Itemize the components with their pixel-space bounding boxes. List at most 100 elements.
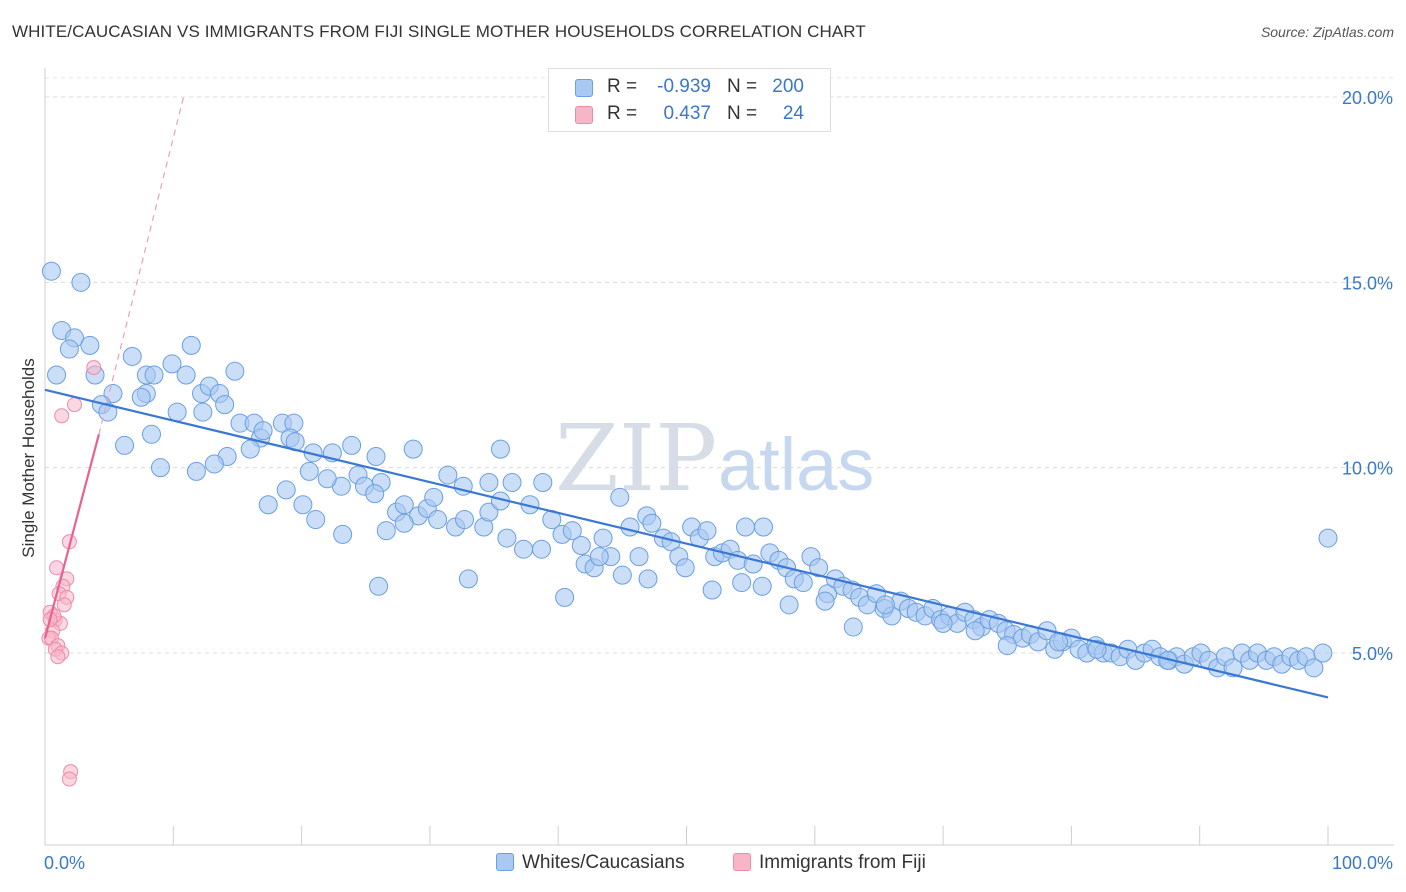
data-point bbox=[342, 435, 362, 455]
legend-n-value: 200 bbox=[772, 76, 804, 97]
legend-r-label: R = bbox=[607, 76, 638, 97]
data-point bbox=[276, 480, 296, 500]
data-point bbox=[144, 365, 164, 385]
data-point bbox=[555, 587, 575, 607]
data-point bbox=[752, 576, 772, 596]
trend-lines bbox=[43, 96, 1329, 699]
data-point bbox=[933, 613, 953, 633]
data-point bbox=[293, 495, 313, 515]
data-point bbox=[965, 621, 985, 641]
data-point bbox=[809, 558, 829, 578]
data-point bbox=[365, 484, 385, 504]
data-point bbox=[98, 402, 118, 422]
data-point bbox=[702, 580, 722, 600]
data-point bbox=[50, 649, 66, 665]
data-point bbox=[131, 387, 151, 407]
data-point bbox=[240, 439, 260, 459]
correlation-legend: R = -0.939 N = 200 R = 0.437 N = 24 bbox=[548, 68, 831, 132]
data-point bbox=[875, 595, 895, 615]
data-point bbox=[54, 408, 70, 424]
data-point bbox=[843, 617, 863, 637]
data-point bbox=[533, 472, 553, 492]
data-point bbox=[376, 521, 396, 541]
legend-n-value: 24 bbox=[782, 103, 804, 124]
data-point bbox=[80, 335, 100, 355]
watermark: ZIP atlas bbox=[555, 405, 874, 512]
data-point bbox=[61, 771, 77, 787]
trend-line-fiji bbox=[43, 434, 100, 639]
data-point bbox=[366, 447, 386, 467]
data-point bbox=[490, 439, 510, 459]
data-point bbox=[403, 439, 423, 459]
data-point bbox=[815, 591, 835, 611]
x-tick-labels: 0.0% 100.0% bbox=[44, 853, 1393, 873]
data-point bbox=[502, 472, 522, 492]
legend-swatch-whites bbox=[575, 79, 593, 97]
data-point bbox=[428, 510, 448, 530]
data-point bbox=[642, 513, 662, 533]
data-point bbox=[369, 576, 389, 596]
data-point bbox=[306, 510, 326, 530]
legend-n-label: N = bbox=[727, 103, 758, 124]
data-point bbox=[176, 365, 196, 385]
data-point bbox=[571, 536, 591, 556]
data-point bbox=[186, 461, 206, 481]
data-point bbox=[479, 502, 499, 522]
data-point bbox=[67, 397, 83, 413]
legend-n-label: N = bbox=[727, 76, 758, 97]
data-point bbox=[56, 597, 72, 613]
bottom-legend-swatch-fiji bbox=[733, 853, 751, 871]
data-point bbox=[1087, 639, 1107, 659]
y-tick-label: 5.0% bbox=[1352, 644, 1393, 664]
y-tick-label: 20.0% bbox=[1342, 88, 1393, 108]
bottom-legend-whites[interactable]: Whites/Caucasians bbox=[496, 852, 685, 874]
data-point bbox=[562, 521, 582, 541]
data-point bbox=[193, 402, 213, 422]
y-tick-label: 10.0% bbox=[1342, 459, 1393, 479]
data-point bbox=[610, 487, 630, 507]
data-point bbox=[258, 495, 278, 515]
data-point bbox=[638, 569, 658, 589]
data-point bbox=[71, 272, 91, 292]
bottom-legend-swatch-whites bbox=[496, 853, 514, 871]
bottom-legend-fiji[interactable]: Immigrants from Fiji bbox=[733, 852, 926, 874]
data-point bbox=[394, 513, 414, 533]
series-whites-caucasians bbox=[41, 261, 1338, 678]
source-label: Source: ZipAtlas.com bbox=[1260, 24, 1394, 40]
data-point bbox=[47, 365, 67, 385]
data-point bbox=[59, 339, 79, 359]
data-point bbox=[514, 539, 534, 559]
data-point bbox=[317, 469, 337, 489]
data-point bbox=[532, 539, 552, 559]
data-point bbox=[497, 528, 517, 548]
data-point bbox=[736, 517, 756, 537]
data-point bbox=[620, 517, 640, 537]
bottom-legend-label-whites: Whites/Caucasians bbox=[522, 852, 685, 873]
chart-title: WHITE/CAUCASIAN VS IMMIGRANTS FROM FIJI … bbox=[12, 22, 866, 41]
data-point bbox=[86, 360, 102, 376]
data-point bbox=[299, 461, 319, 481]
data-point bbox=[150, 458, 170, 478]
x-tick-label: 0.0% bbox=[44, 853, 85, 873]
y-tick-label: 15.0% bbox=[1342, 273, 1393, 293]
data-point bbox=[394, 495, 414, 515]
data-point bbox=[589, 547, 609, 567]
data-point bbox=[455, 510, 475, 530]
data-point bbox=[1049, 632, 1069, 652]
watermark-zip: ZIP bbox=[555, 405, 717, 512]
data-point bbox=[115, 435, 135, 455]
data-point bbox=[167, 402, 187, 422]
data-point bbox=[612, 565, 632, 585]
legend-swatch-fiji bbox=[575, 106, 593, 124]
data-point bbox=[424, 487, 444, 507]
data-point bbox=[697, 521, 717, 541]
legend-row-fiji: R = 0.437 N = 24 bbox=[549, 101, 830, 127]
data-point bbox=[215, 395, 235, 415]
legend-r-label: R = bbox=[607, 103, 638, 124]
data-point bbox=[253, 421, 273, 441]
data-point bbox=[753, 517, 773, 537]
y-axis-label: Single Mother Households bbox=[19, 358, 38, 557]
legend-row-whites: R = -0.939 N = 200 bbox=[549, 74, 830, 100]
series-immigrants-from-fiji bbox=[41, 360, 102, 787]
